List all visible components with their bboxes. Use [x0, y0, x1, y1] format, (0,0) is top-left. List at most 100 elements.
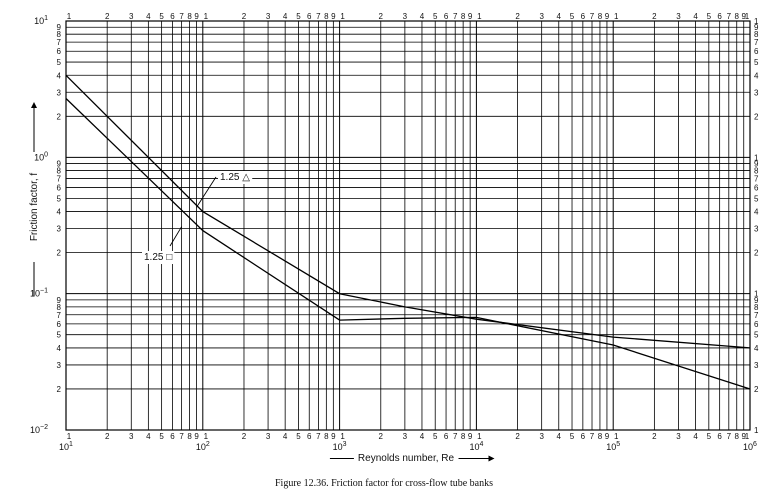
x-minor-tick-label-bottom: 1 — [204, 432, 209, 441]
x-minor-tick-label-bottom: 5 — [296, 432, 301, 441]
y-minor-tick-label-left: 4 — [57, 344, 62, 353]
x-axis-title: Reynolds number, Re — [358, 453, 455, 464]
y-major-tick-label: 100 — [34, 151, 48, 162]
x-minor-tick-label-top: 7 — [316, 12, 321, 21]
y-minor-tick-label-right: 4 — [754, 344, 759, 353]
x-minor-tick-label-top: 8 — [187, 12, 192, 21]
x-minor-tick-label-bottom: 7 — [316, 432, 321, 441]
x-minor-tick-label-top: 8 — [598, 12, 603, 21]
y-minor-tick-label-left: 9 — [57, 160, 62, 169]
x-major-tick-label: 103 — [333, 441, 347, 452]
x-minor-tick-label-bottom: 6 — [717, 432, 722, 441]
x-minor-tick-label-bottom: 1 — [340, 432, 345, 441]
plot-frame — [65, 20, 751, 431]
x-minor-tick-label-top: 1 — [745, 12, 750, 21]
y-minor-tick-label-right: 6 — [754, 47, 759, 56]
x-minor-tick-label-bottom: 2 — [515, 432, 520, 441]
x-minor-tick-label-bottom: 9 — [194, 432, 199, 441]
x-minor-tick-label-top: 5 — [433, 12, 438, 21]
x-minor-tick-label-top: 6 — [581, 12, 586, 21]
series-line-square — [65, 98, 751, 390]
x-minor-tick-label-top: 7 — [179, 12, 184, 21]
x-minor-tick-label-bottom: 8 — [324, 432, 329, 441]
y-minor-tick-label-right: 9 — [754, 160, 759, 169]
y-minor-tick-label-right: 6 — [754, 320, 759, 329]
y-minor-tick-label-left: 3 — [57, 225, 62, 234]
y-minor-tick-label-right: 9 — [754, 296, 759, 305]
y-minor-tick-label-left: 9 — [57, 296, 62, 305]
x-minor-tick-label-bottom: 3 — [676, 432, 681, 441]
y-minor-tick-label-left: 7 — [57, 174, 62, 183]
x-minor-tick-label-bottom: 2 — [105, 432, 110, 441]
x-minor-tick-label-top: 9 — [605, 12, 610, 21]
x-minor-tick-label-bottom: 5 — [570, 432, 575, 441]
y-minor-tick-label-left: 4 — [57, 71, 62, 80]
y-minor-tick-label-left: 2 — [57, 249, 62, 258]
x-axis-arrow-head — [488, 455, 495, 462]
x-minor-tick-label-top: 3 — [676, 12, 681, 21]
x-minor-tick-label-top: 6 — [307, 12, 312, 21]
annotation-label-square: 1.25 □ — [144, 252, 172, 263]
x-minor-tick-label-bottom: 3 — [129, 432, 134, 441]
x-minor-tick-label-bottom: 2 — [652, 432, 657, 441]
x-minor-tick-label-top: 4 — [693, 12, 698, 21]
x-minor-tick-label-top: 4 — [557, 12, 562, 21]
y-minor-tick-label-right: 8 — [754, 30, 759, 39]
y-minor-tick-label-left: 8 — [57, 30, 62, 39]
y-minor-tick-label-left: 5 — [57, 331, 62, 340]
y-minor-tick-label-right: 5 — [754, 58, 759, 67]
y-minor-tick-label-left: 8 — [57, 303, 62, 312]
y-minor-tick-label-right: 7 — [754, 38, 759, 47]
y-minor-tick-label-right: 1 — [754, 290, 759, 299]
y-minor-tick-label-right: 1 — [754, 153, 759, 162]
x-major-tick-label: 105 — [606, 441, 620, 452]
x-major-tick-label: 102 — [196, 441, 210, 452]
y-minor-tick-label-left: 2 — [57, 385, 62, 394]
annotation-leader-triangle — [196, 176, 217, 208]
y-minor-tick-label-left: 7 — [57, 38, 62, 47]
x-minor-tick-label-bottom: 6 — [444, 432, 449, 441]
y-minor-tick-label-right: 3 — [754, 361, 759, 370]
x-minor-tick-label-top: 7 — [727, 12, 732, 21]
x-minor-tick-label-top: 6 — [444, 12, 449, 21]
y-minor-tick-label-left: 6 — [57, 320, 62, 329]
y-minor-tick-label-left: 5 — [57, 58, 62, 67]
y-minor-tick-label-right: 8 — [754, 303, 759, 312]
y-major-tick-label: 101 — [34, 15, 48, 26]
x-minor-tick-label-top: 1 — [340, 12, 345, 21]
x-minor-tick-label-bottom: 4 — [146, 432, 151, 441]
y-minor-tick-label-left: 8 — [57, 167, 62, 176]
x-minor-tick-label-top: 5 — [159, 12, 164, 21]
y-minor-tick-label-right: 1 — [754, 426, 759, 435]
x-minor-tick-label-bottom: 7 — [453, 432, 458, 441]
x-minor-tick-label-top: 6 — [170, 12, 175, 21]
x-minor-tick-label-top: 1 — [204, 12, 209, 21]
annotation-layer: 1.25 △ 1.25 □ — [142, 171, 253, 264]
x-minor-tick-label-bottom: 6 — [170, 432, 175, 441]
x-minor-tick-label-bottom: 9 — [742, 432, 747, 441]
x-minor-tick-label-bottom: 9 — [331, 432, 336, 441]
x-minor-tick-label-bottom: 4 — [693, 432, 698, 441]
annotation-leader-square — [169, 226, 182, 247]
tick-label-layer: 1122334455667788991122334455667788991122… — [30, 12, 759, 462]
y-axis-title: Friction factor, f — [29, 173, 40, 242]
y-minor-tick-label-right: 5 — [754, 331, 759, 340]
y-major-tick-label: 10−2 — [30, 424, 48, 435]
grid-layer — [65, 20, 751, 431]
y-minor-tick-label-right: 2 — [754, 112, 759, 121]
y-minor-tick-label-left: 7 — [57, 311, 62, 320]
x-minor-tick-label-bottom: 4 — [557, 432, 562, 441]
x-minor-tick-label-bottom: 8 — [598, 432, 603, 441]
x-minor-tick-label-bottom: 9 — [468, 432, 473, 441]
x-minor-tick-label-top: 5 — [296, 12, 301, 21]
y-minor-tick-label-right: 3 — [754, 88, 759, 97]
y-minor-tick-label-right: 9 — [754, 23, 759, 32]
series-line-triangle — [65, 74, 751, 349]
x-minor-tick-label-bottom: 1 — [67, 432, 72, 441]
x-minor-tick-label-bottom: 3 — [266, 432, 271, 441]
x-minor-tick-label-bottom: 5 — [707, 432, 712, 441]
y-minor-tick-label-right: 8 — [754, 167, 759, 176]
x-minor-tick-label-bottom: 3 — [403, 432, 408, 441]
x-minor-tick-label-top: 3 — [129, 12, 134, 21]
x-minor-tick-label-top: 8 — [735, 12, 740, 21]
